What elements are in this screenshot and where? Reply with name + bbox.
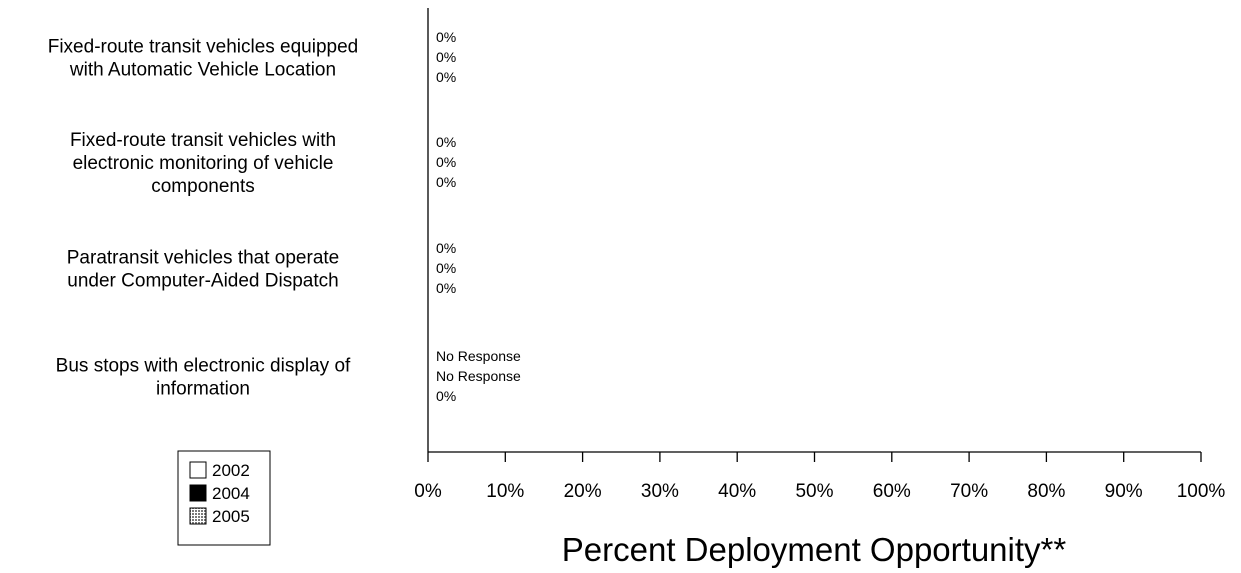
- category-label-line: with Automatic Vehicle Location: [69, 60, 336, 81]
- legend-swatch-2005: [189, 507, 207, 525]
- data-label: No Response: [436, 368, 521, 384]
- x-tick-label: 10%: [486, 481, 524, 502]
- data-label: 0%: [436, 69, 456, 85]
- data-label: 0%: [436, 134, 456, 150]
- category-label: Paratransit vehicles that operate under C…: [67, 248, 340, 292]
- data-label: No Response: [436, 348, 521, 364]
- x-tick-label: 60%: [873, 481, 911, 502]
- x-tick-label: 40%: [718, 481, 756, 502]
- x-tick-label: 30%: [641, 481, 679, 502]
- x-tick-label: 50%: [795, 481, 833, 502]
- legend-swatch-2004: [189, 484, 207, 502]
- data-label: 0%: [436, 260, 456, 276]
- data-label: 0%: [436, 49, 456, 65]
- category-label: Fixed-route transit vehicles equipped wit…: [48, 37, 359, 81]
- data-label: 0%: [436, 280, 456, 296]
- legend-label: 2005: [212, 507, 250, 526]
- category-label-line: under Computer-Aided Dispatch: [67, 271, 338, 292]
- category-label-line: information: [156, 379, 250, 400]
- category-label: Bus stops with electronic display of info…: [56, 356, 351, 400]
- category-label-line: Paratransit vehicles that operate: [67, 248, 340, 269]
- x-tick-label: 70%: [950, 481, 988, 502]
- legend-swatch-2002: [189, 461, 207, 479]
- legend-label: 2004: [212, 484, 250, 503]
- x-tick-label: 0%: [414, 481, 442, 502]
- x-tick-label: 100%: [1177, 481, 1226, 502]
- category-label-line: Fixed-route transit vehicles with: [70, 130, 336, 151]
- x-tick-label: 80%: [1027, 481, 1065, 502]
- category-label-line: electronic monitoring of vehicle: [73, 153, 334, 174]
- data-label: 0%: [436, 29, 456, 45]
- x-tick-label: 90%: [1105, 481, 1143, 502]
- data-label: 0%: [436, 388, 456, 404]
- data-label: 0%: [436, 240, 456, 256]
- category-label-line: Bus stops with electronic display of: [56, 356, 351, 377]
- x-tick-label: 20%: [564, 481, 602, 502]
- category-label-line: Fixed-route transit vehicles equipped: [48, 37, 359, 58]
- category-label-line: components: [151, 176, 255, 197]
- legend-label: 2002: [212, 461, 250, 480]
- data-label: 0%: [436, 154, 456, 170]
- category-label: Fixed-route transit vehicles with electro…: [70, 130, 336, 197]
- data-label: 0%: [436, 174, 456, 190]
- x-axis-title: Percent Deployment Opportunity**: [562, 531, 1067, 568]
